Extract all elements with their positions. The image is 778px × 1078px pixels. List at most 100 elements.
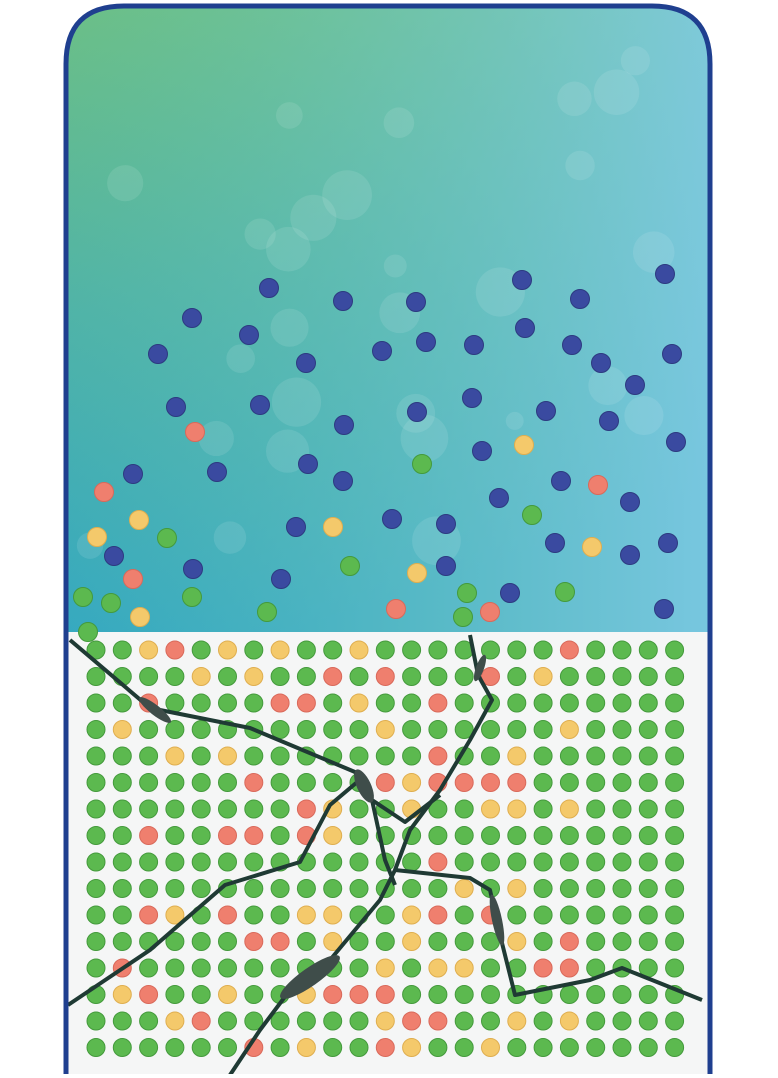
particle: [270, 1011, 290, 1031]
particle: [559, 640, 579, 660]
bubble: [593, 69, 640, 115]
particle: [139, 985, 159, 1004]
particle: [73, 587, 93, 607]
particle: [218, 640, 237, 660]
particle: [514, 435, 534, 455]
particle: [612, 905, 632, 925]
surface-particles: [86, 640, 685, 1057]
bubble: [107, 165, 144, 202]
particle: [654, 599, 674, 619]
particle: [191, 1011, 211, 1031]
particle: [270, 667, 290, 686]
particle: [296, 720, 316, 739]
particle: [112, 1038, 132, 1057]
particle: [457, 583, 477, 603]
particle: [515, 318, 535, 338]
particle: [454, 1011, 474, 1031]
particle: [481, 958, 500, 978]
particle: [218, 1038, 237, 1057]
particle: [239, 325, 259, 345]
particle: [375, 905, 395, 925]
particle: [323, 932, 343, 951]
particle: [612, 879, 632, 898]
container-content: [66, 6, 710, 1074]
particle: [588, 475, 608, 495]
particle: [323, 693, 343, 713]
particle: [139, 852, 159, 872]
particle: [559, 746, 579, 766]
particle: [244, 932, 264, 951]
particle: [533, 852, 553, 872]
particle: [428, 826, 448, 845]
particle: [406, 292, 426, 312]
particle: [375, 667, 395, 686]
particle: [612, 799, 632, 819]
particle: [375, 1038, 395, 1057]
particle: [665, 852, 685, 872]
particle: [375, 746, 395, 766]
particle: [428, 879, 448, 898]
particle: [334, 415, 354, 435]
particle: [522, 505, 542, 525]
particle: [323, 879, 343, 898]
liquid-tint: [66, 6, 710, 634]
particle: [638, 746, 658, 766]
particle: [481, 640, 500, 660]
particle: [270, 1038, 290, 1057]
particle: [191, 1038, 211, 1057]
particle: [165, 693, 185, 713]
particle: [250, 395, 270, 415]
particle: [86, 958, 106, 978]
particle: [559, 932, 579, 951]
particle: [638, 905, 658, 925]
particle: [349, 799, 369, 819]
particle: [382, 509, 402, 529]
particle: [428, 720, 448, 739]
particle: [86, 1011, 106, 1031]
particle: [638, 720, 658, 739]
particle: [349, 932, 369, 951]
particle: [244, 773, 264, 792]
particle: [507, 799, 527, 819]
particle: [507, 852, 527, 872]
particle: [191, 667, 211, 686]
particle: [323, 852, 343, 872]
particle: [665, 905, 685, 925]
particle: [570, 289, 590, 309]
particle: [165, 826, 185, 845]
particle: [244, 1011, 264, 1031]
particle: [323, 826, 343, 845]
particle: [612, 852, 632, 872]
particle: [296, 799, 316, 819]
particle: [612, 1038, 632, 1057]
particle: [665, 1011, 685, 1031]
particle: [533, 879, 553, 898]
particle: [481, 1038, 500, 1057]
particle: [533, 746, 553, 766]
particle: [375, 932, 395, 951]
particle: [412, 454, 432, 474]
particle: [428, 852, 448, 872]
particle: [586, 773, 606, 792]
particle: [612, 932, 632, 951]
particle: [428, 640, 448, 660]
particle: [489, 488, 509, 508]
particle: [386, 599, 406, 619]
particle: [349, 826, 369, 845]
particle: [112, 799, 132, 819]
particle: [428, 958, 448, 978]
particle: [349, 693, 369, 713]
particle: [78, 622, 98, 642]
bubble: [322, 170, 372, 220]
wedge: [473, 654, 487, 682]
particle: [86, 905, 106, 925]
particle: [507, 693, 527, 713]
particle: [559, 693, 579, 713]
particle: [402, 985, 422, 1004]
particle: [428, 693, 448, 713]
particle: [533, 693, 553, 713]
particle: [218, 1011, 237, 1031]
particle: [165, 667, 185, 686]
particle: [340, 556, 360, 576]
particle: [666, 432, 686, 452]
